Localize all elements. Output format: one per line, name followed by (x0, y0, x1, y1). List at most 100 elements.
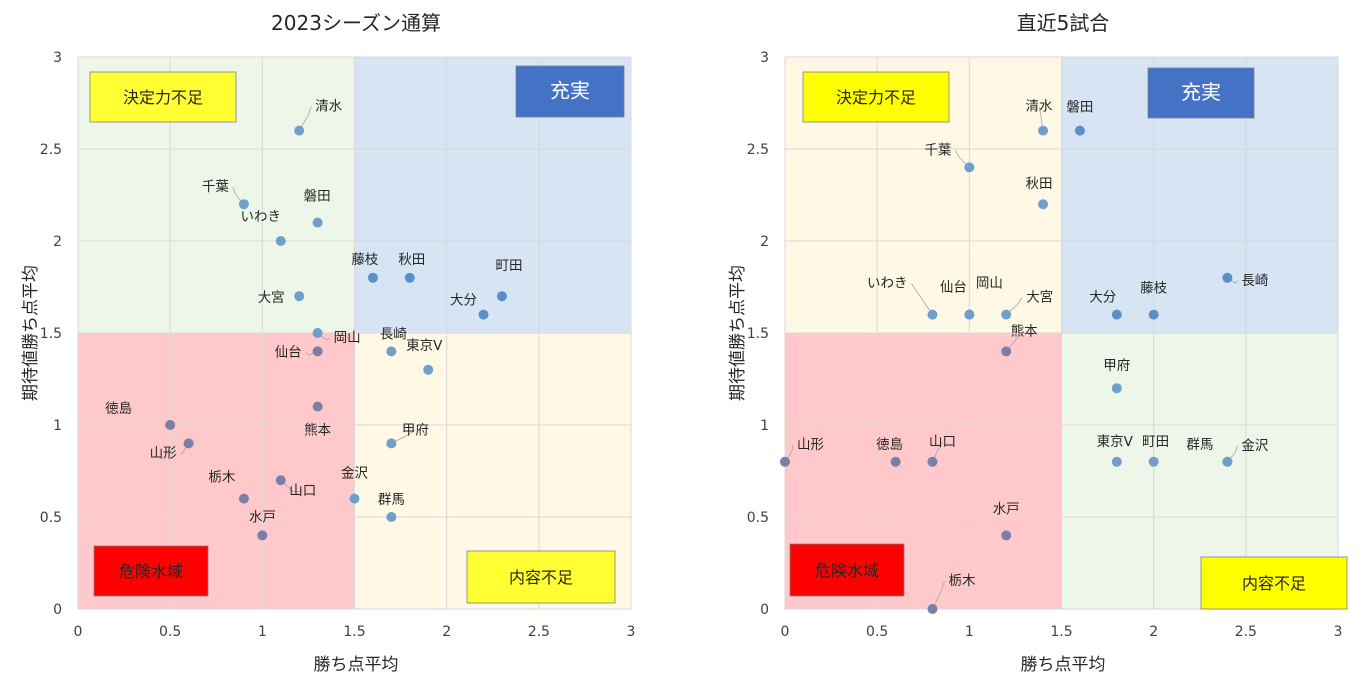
x-tick-label: 2 (1149, 624, 1158, 640)
x-tick-label: 0 (74, 624, 83, 640)
data-point (312, 346, 323, 357)
data-point-label: 群馬 (1186, 437, 1213, 453)
chart-title: 2023シーズン通算 (271, 11, 441, 35)
data-point (183, 438, 194, 449)
zone-label-box (515, 65, 625, 118)
data-point-label: 大分 (450, 293, 477, 309)
data-point-label: 徳島 (105, 401, 132, 417)
data-point-label: 栃木 (948, 573, 976, 589)
data-point (1148, 456, 1159, 467)
data-point-label: 清水 (315, 99, 342, 115)
data-point-label: 秋田 (1026, 176, 1053, 192)
x-tick-label: 1.5 (1050, 624, 1072, 640)
label-leader-line (1005, 331, 1025, 352)
data-point (238, 199, 249, 210)
data-point (1222, 272, 1233, 283)
data-point (1111, 456, 1122, 467)
zone-label-box (789, 543, 905, 597)
data-point-label: 藤枝 (1140, 281, 1168, 297)
y-tick-label: 1.5 (40, 326, 62, 342)
x-tick-label: 1 (965, 624, 974, 640)
data-point (257, 530, 268, 541)
data-point-label: 仙台 (275, 344, 302, 360)
data-point (349, 493, 360, 504)
data-point-label: 山口 (289, 483, 316, 499)
x-tick-label: 3 (1334, 624, 1343, 640)
data-point-label: 栃木 (208, 470, 235, 486)
data-point (165, 420, 176, 430)
zone-label-box (1200, 556, 1348, 610)
zone-label: 内容不足 (1242, 574, 1306, 593)
data-point-label: 東京V (1097, 434, 1134, 450)
data-point-label: 水戸 (993, 501, 1020, 517)
data-point (1111, 383, 1122, 394)
y-tick-label: 3 (760, 50, 769, 66)
zone-label: 内容不足 (509, 568, 573, 587)
data-point (927, 456, 938, 467)
y-tick-label: 2 (760, 234, 769, 250)
data-point-label: 岡山 (976, 276, 1003, 292)
data-point-label: 甲府 (402, 422, 429, 438)
data-point-label: 秋田 (398, 252, 425, 268)
data-point (780, 456, 790, 467)
data-point-label: 金沢 (341, 466, 368, 482)
y-tick-label: 0.5 (40, 510, 62, 526)
data-point-label: 大宮 (258, 290, 285, 306)
data-point-label: 磐田 (304, 189, 331, 205)
zone-label-box (89, 71, 237, 123)
y-tick-label: 1 (53, 418, 62, 434)
x-tick-label: 2.5 (528, 624, 550, 640)
data-point-label: 町田 (1142, 434, 1169, 450)
label-leader-line (932, 580, 945, 610)
x-tick-label: 2.5 (1235, 624, 1257, 640)
data-point (1038, 199, 1049, 210)
zone-label: 充実 (550, 79, 590, 103)
y-tick-label: 3 (53, 50, 62, 66)
data-point-label: 長崎 (1241, 273, 1268, 289)
data-point (312, 328, 323, 338)
data-point (275, 475, 286, 486)
label-leader-line (911, 283, 933, 315)
data-point-label: 大宮 (1026, 290, 1053, 306)
zone-label-box (93, 545, 209, 597)
data-point-label: 長崎 (380, 326, 407, 342)
data-point (294, 125, 305, 136)
data-point-label: 徳島 (876, 437, 903, 453)
y-axis-title: 期待値勝ち点平均 (728, 265, 748, 401)
data-point (964, 309, 975, 320)
zone-label: 危険水域 (815, 561, 879, 580)
data-point (964, 162, 975, 173)
x-tick-label: 1 (258, 624, 267, 640)
data-point-label: 清水 (1026, 99, 1054, 115)
data-point (294, 291, 305, 302)
x-tick-label: 1.5 (343, 624, 365, 640)
data-point (423, 364, 434, 375)
data-point (386, 512, 397, 522)
data-point-label: 山口 (929, 434, 956, 450)
x-tick-label: 3 (627, 624, 636, 640)
data-point (478, 309, 489, 320)
y-tick-label: 0 (53, 602, 62, 618)
data-point (275, 236, 286, 246)
zone-label: 決定力不足 (123, 88, 203, 107)
data-point-label: 仙台 (940, 280, 967, 296)
zone-label: 充実 (1181, 80, 1221, 104)
data-point (312, 401, 323, 412)
data-point-label: 甲府 (1103, 358, 1130, 374)
y-tick-label: 1.5 (747, 326, 769, 342)
data-point (1001, 530, 1012, 541)
label-leader-line (280, 479, 303, 492)
zone-label: 決定力不足 (836, 88, 916, 107)
zone-label-box (466, 550, 616, 604)
data-point (1111, 309, 1122, 320)
data-point (404, 272, 415, 283)
data-point (927, 309, 938, 320)
data-point (312, 217, 323, 228)
zone-label: 危険水域 (119, 562, 183, 581)
label-leader-line (1038, 106, 1044, 131)
y-tick-label: 0 (760, 602, 769, 618)
